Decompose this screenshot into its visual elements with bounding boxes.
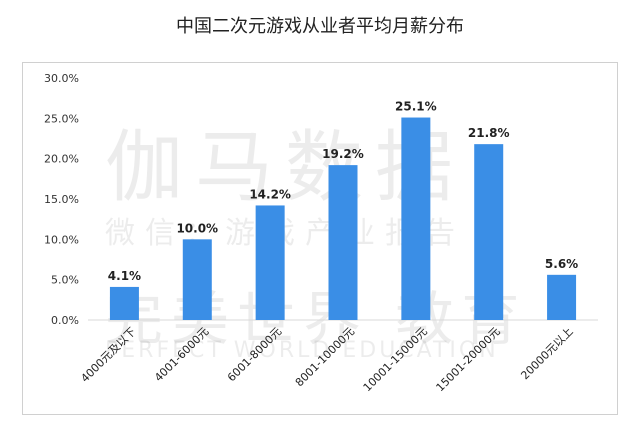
data-label: 5.6% bbox=[545, 257, 578, 271]
bar bbox=[474, 144, 504, 320]
data-label: 10.0% bbox=[176, 221, 218, 235]
watermark-line3: 完美世界 教育 bbox=[105, 285, 528, 353]
y-tick-label: 15.0% bbox=[44, 193, 79, 206]
y-tick-label: 5.0% bbox=[51, 274, 79, 287]
data-label: 4.1% bbox=[108, 269, 141, 283]
bar bbox=[547, 274, 577, 320]
chart-title: 中国二次元游戏从业者平均月薪分布 bbox=[176, 16, 464, 37]
bar bbox=[182, 239, 212, 320]
data-label: 14.2% bbox=[249, 187, 291, 201]
x-tick-label: 15001-20000元 bbox=[434, 325, 503, 394]
data-label: 25.1% bbox=[395, 100, 437, 114]
bar bbox=[401, 117, 431, 320]
x-tick-label: 8001-10000元 bbox=[293, 325, 357, 389]
bar bbox=[109, 286, 139, 320]
x-tick-label: 20000元以上 bbox=[518, 325, 575, 382]
watermark-line1: 伽马数据 bbox=[105, 123, 466, 213]
x-tick-label: 6001-8000元 bbox=[225, 325, 284, 384]
x-tick-label: 4000元及以下 bbox=[78, 325, 138, 385]
data-label: 21.8% bbox=[468, 126, 510, 140]
y-tick-label: 20.0% bbox=[44, 153, 79, 166]
data-label: 19.2% bbox=[322, 147, 364, 161]
y-tick-label: 30.0% bbox=[44, 72, 79, 85]
y-tick-label: 0.0% bbox=[51, 314, 79, 327]
watermark-line4: PERFECT WORLD EDUCATION bbox=[105, 338, 499, 363]
y-tick-label: 25.0% bbox=[44, 112, 79, 125]
y-tick-label: 10.0% bbox=[44, 233, 79, 246]
bar bbox=[255, 205, 285, 320]
chart-frame bbox=[22, 62, 618, 415]
x-tick-label: 4001-6000元 bbox=[152, 325, 211, 384]
bar bbox=[328, 165, 358, 320]
x-tick-label: 10001-15000元 bbox=[361, 325, 430, 394]
